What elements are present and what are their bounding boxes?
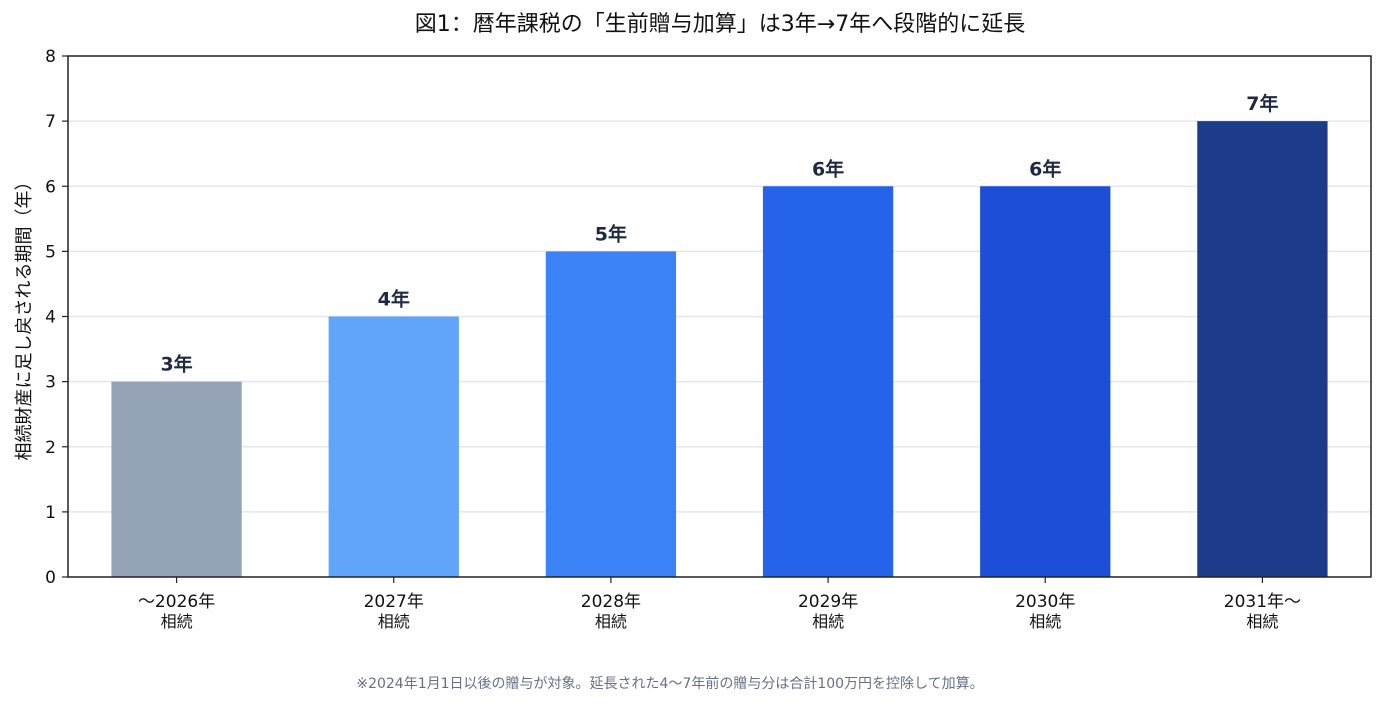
bar-value-label: 6年 [1029,157,1061,180]
x-tick-label: 2029年 [798,592,858,612]
footnote: ※2024年1月1日以後の贈与が対象。延長された4〜7年前の贈与分は合計100万… [356,675,983,692]
y-tick-label: 6 [45,177,56,197]
bar-value-label: 7年 [1246,92,1278,115]
y-tick-label: 0 [45,568,56,588]
x-tick-label: 2031年〜 [1224,592,1301,612]
x-tick-sublabel: 相続 [161,612,193,631]
x-tick-sublabel: 相続 [812,612,844,631]
x-tick-sublabel: 相続 [378,612,410,631]
bar-value-label: 6年 [812,157,844,180]
chart-title: 図1：暦年課税の「生前贈与加算」は3年→7年へ段階的に延長 [415,12,1025,37]
bar [762,186,894,577]
grid-lines [68,120,1371,513]
bar [328,316,459,577]
bars [111,121,1328,577]
bar [545,251,677,577]
x-tick-label: 2030年 [1015,592,1075,612]
bar-value-label: 4年 [378,288,410,311]
y-tick-label: 5 [45,242,56,262]
x-tick-label: 2027年 [364,592,424,612]
data-labels: 3年 4年 5年 6年 6年 7年 [160,92,1278,376]
bar [111,381,242,577]
bar-value-label: 5年 [595,222,627,245]
x-tick-sublabel: 相続 [595,612,627,631]
x-tick-label: 〜2026年 [138,592,215,612]
y-tick-label: 4 [45,308,56,328]
x-tick-sublabel: 相続 [1246,612,1278,631]
y-tick-label: 7 [45,112,56,132]
x-tick-label: 2028年 [581,592,641,612]
x-axis-ticks: 〜2026年相続2027年相続2028年相続2029年相続2030年相続2031… [138,577,1301,631]
x-tick-sublabel: 相続 [1029,612,1061,631]
bar [980,186,1111,577]
y-axis-label: 相続財産に足し戻される期間（年） [14,173,35,461]
bar-value-label: 3年 [160,353,192,376]
y-tick-label: 1 [45,503,56,523]
y-axis-ticks: 0 1 2 3 4 5 6 7 8 [45,47,68,588]
y-tick-label: 2 [45,438,56,458]
bar [1197,121,1328,577]
y-tick-label: 8 [45,47,56,67]
y-tick-label: 3 [45,373,56,393]
